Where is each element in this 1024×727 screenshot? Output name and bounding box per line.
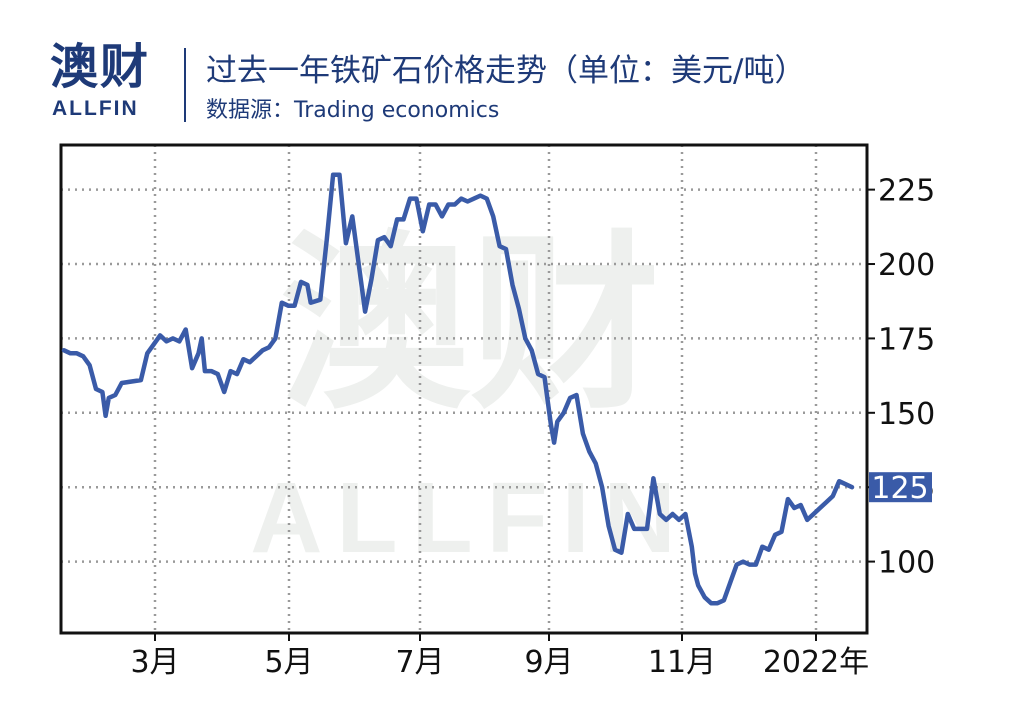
y-tick-label: 175 <box>878 322 935 357</box>
series-group <box>61 172 855 606</box>
watermark-en: ALLFIN <box>250 462 689 574</box>
x-tick-label: 9月 <box>524 645 573 680</box>
plot-frame <box>59 143 869 635</box>
x-tick-label: 7月 <box>395 645 444 680</box>
data-source-subtitle: 数据源：Trading economics <box>206 98 500 123</box>
last-value-label: 125 <box>871 471 928 506</box>
logo-chinese-text: 澳财 <box>50 39 151 95</box>
chart-title: 过去一年铁矿石价格走势（单位：美元/吨） <box>206 53 806 89</box>
chart-grid <box>61 145 867 633</box>
y-tick-label: 150 <box>878 397 935 432</box>
watermark-cn: 澳财 <box>280 219 660 431</box>
logo-english-text: ALLFIN <box>52 97 139 120</box>
watermark: 澳财 ALLFIN <box>250 219 689 574</box>
allfin-logo: 澳财 ALLFIN <box>50 40 165 130</box>
x-tick-label: 3月 <box>130 645 179 680</box>
x-axis: 3月 5月 7月 9月 11月 2022年 <box>130 633 869 680</box>
y-tick-label: 225 <box>878 174 935 209</box>
x-tick-label: 2022年 <box>763 645 869 680</box>
y-tick-label: 100 <box>878 546 935 581</box>
last-value-badge: 125 <box>869 471 932 506</box>
last-value-badge-bg <box>869 472 932 503</box>
header-divider <box>184 48 186 122</box>
y-axis: 100 125 150 175 200 225 <box>867 174 935 581</box>
price-line <box>61 172 855 606</box>
x-tick-label: 5月 <box>264 645 313 680</box>
x-tick-label: 11月 <box>648 645 716 680</box>
y-tick-label: 200 <box>878 248 935 283</box>
